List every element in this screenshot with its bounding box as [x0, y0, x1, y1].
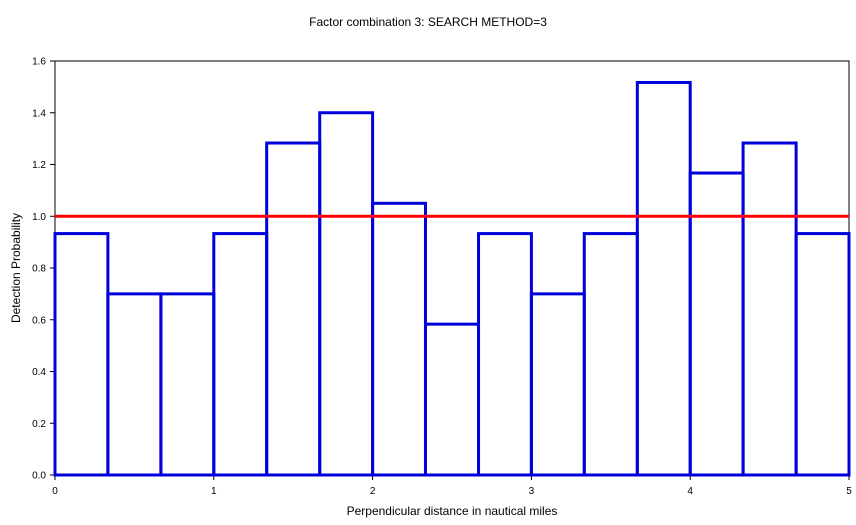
histogram-bar: [635, 80, 692, 477]
histogram-bar: [688, 171, 745, 477]
histogram-bar: [106, 292, 163, 477]
x-tick-label: 4: [687, 486, 693, 497]
histogram-bar: [794, 232, 851, 477]
histogram-bar: [582, 232, 639, 477]
histogram-bar: [741, 141, 798, 477]
plot-frame: [54, 60, 850, 476]
histogram-bar: [159, 292, 216, 477]
histogram-bar: [529, 292, 586, 477]
y-tick-label: 1.2: [32, 160, 46, 171]
y-tick-label: 1.6: [32, 57, 46, 68]
histogram-bar: [423, 322, 481, 477]
histogram-bar: [371, 201, 427, 477]
y-tick-label: 1.4: [32, 108, 46, 119]
histogram-bar: [212, 232, 269, 477]
y-tick-label: 0.0: [32, 471, 46, 482]
x-axis-label: Perpendicular distance in nautical miles: [347, 504, 558, 518]
plot-area: 0.0 0.2 0.4 0.6 0.8 1.0 1.2 1.4 1.6 0 1 2 3 4 5: [32, 57, 852, 498]
y-tick-label: 0.6: [32, 315, 46, 326]
x-tick-label: 5: [846, 486, 852, 497]
y-tick-label: 1.0: [32, 212, 46, 223]
y-axis-label: Detection Probability: [9, 213, 23, 323]
y-tick-label: 0.4: [32, 367, 46, 378]
chart-title: Factor combination 3: SEARCH METHOD=3: [309, 15, 547, 29]
y-tick-label: 0.8: [32, 264, 46, 275]
histogram-bar: [477, 232, 533, 477]
y-tick-label: 0.2: [32, 419, 46, 430]
x-tick-label: 0: [52, 486, 58, 497]
x-tick-label: 3: [529, 486, 535, 497]
x-tick-label: 2: [370, 486, 376, 497]
histogram-bar: [53, 232, 110, 477]
histogram-bar: [318, 111, 375, 477]
x-tick-label: 1: [211, 486, 217, 497]
histogram-bar: [265, 141, 322, 477]
